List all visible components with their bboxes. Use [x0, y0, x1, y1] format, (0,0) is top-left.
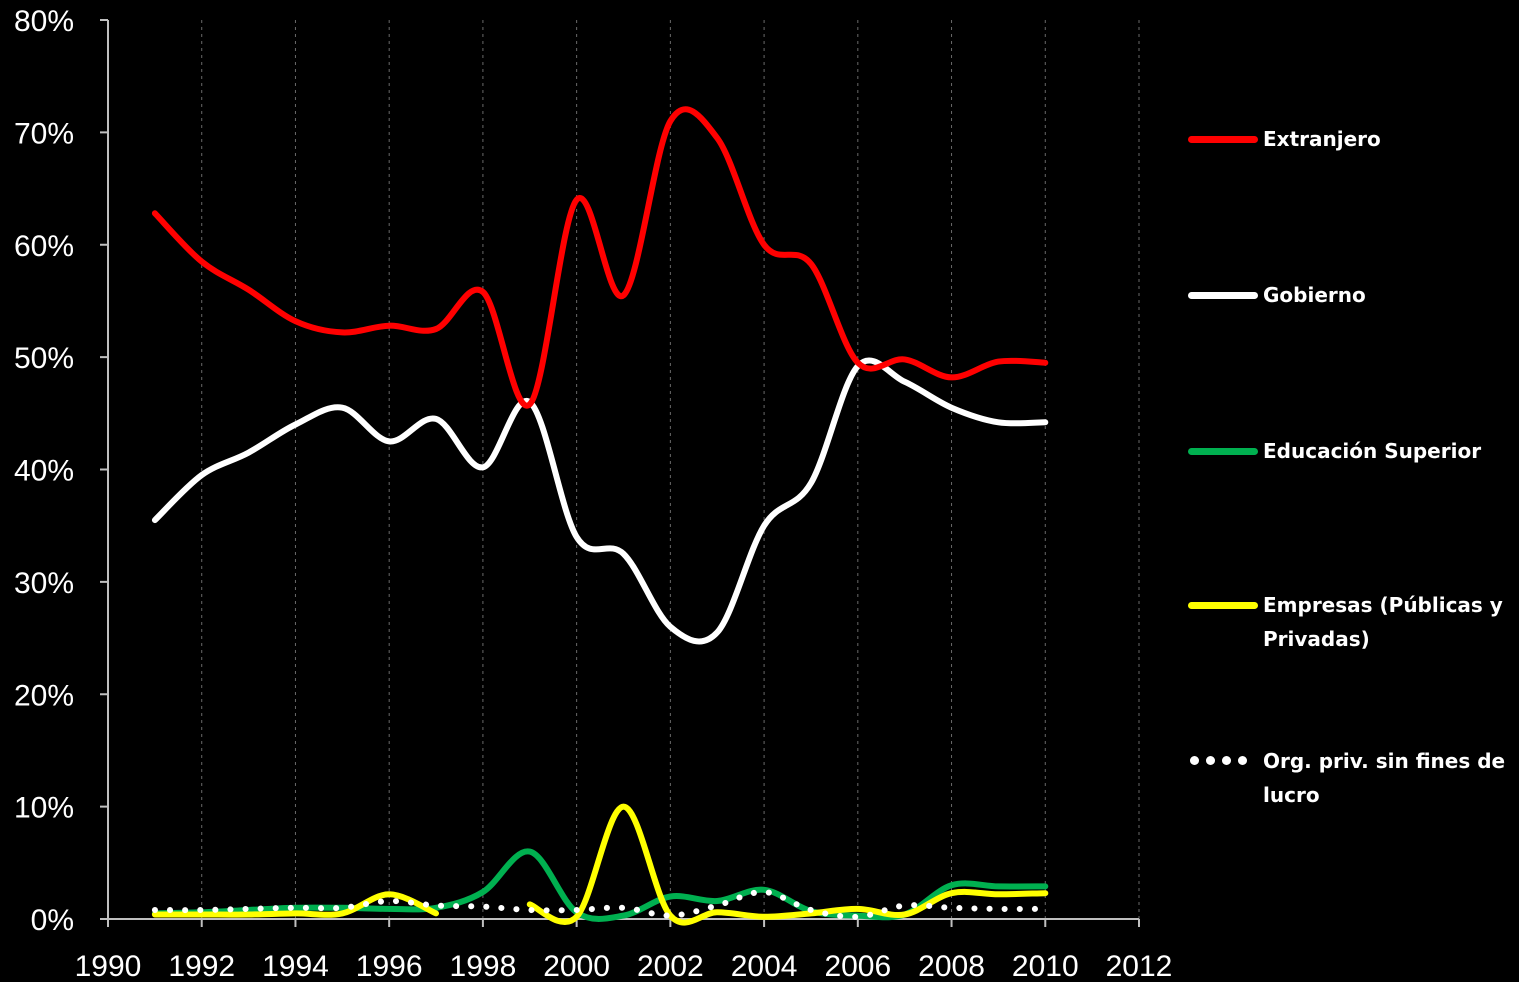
series-line-gobierno — [151, 357, 1049, 645]
y-tick-labels: 0% 10% 20% 30% 40% 50% 60% 70% 80% — [14, 5, 74, 937]
x-tick-label: 2006 — [824, 950, 891, 982]
x-tick-label: 1994 — [262, 950, 329, 982]
y-tick-label: 60% — [14, 230, 74, 263]
y-tick-label: 50% — [14, 342, 74, 375]
x-tick-label: 2010 — [1012, 950, 1079, 982]
y-tick-label: 0% — [31, 904, 74, 937]
y-tick-label: 40% — [14, 455, 74, 488]
axes — [100, 19, 1140, 927]
x-tick-label: 2004 — [731, 950, 798, 982]
legend-swatch — [1188, 448, 1258, 455]
x-tick-label: 1990 — [75, 950, 142, 982]
series-line-org-priv-sin-fines-de-lucro — [151, 889, 1049, 920]
series-lines — [151, 106, 1049, 926]
legend-label: Empresas (Públicas y Privadas) — [1263, 593, 1503, 651]
series-line-empresas-p-blicas-y-privadas — [526, 803, 1049, 926]
x-tick-label: 2008 — [918, 950, 985, 982]
legend-swatch — [1188, 292, 1258, 299]
series-line-extranjero — [151, 106, 1049, 409]
x-tick-label: 2012 — [1106, 950, 1173, 982]
legend-label: Gobierno — [1263, 283, 1366, 307]
x-tick-label: 2000 — [543, 950, 610, 982]
legend-label: Educación Superior — [1263, 439, 1482, 463]
y-tick-label: 10% — [14, 792, 74, 825]
x-tick-label: 1998 — [450, 950, 517, 982]
series-line-empresas-p-blicas-y-privadas — [151, 891, 439, 918]
x-tick-label: 1996 — [356, 950, 423, 982]
y-tick-label: 20% — [14, 679, 74, 712]
legend-label: Org. priv. sin fines de lucro — [1263, 749, 1506, 807]
y-tick-label: 30% — [14, 567, 74, 600]
y-tick-label: 70% — [14, 117, 74, 150]
grid — [201, 20, 1140, 919]
x-tick-label: 1992 — [168, 950, 235, 982]
x-tick-labels: 1990 1992 1994 1996 1998 2000 2002 2004 2006 2008… — [75, 950, 1173, 982]
legend-swatch — [1188, 602, 1258, 609]
x-tick-label: 2002 — [637, 950, 704, 982]
legend-swatch — [1188, 136, 1258, 143]
legend-label: Extranjero — [1263, 127, 1381, 151]
y-tick-label: 80% — [14, 5, 74, 38]
legend-swatch — [1188, 756, 1258, 766]
legend: Extranjero Gobierno Educación Superior Empr… — [1186, 0, 1519, 982]
